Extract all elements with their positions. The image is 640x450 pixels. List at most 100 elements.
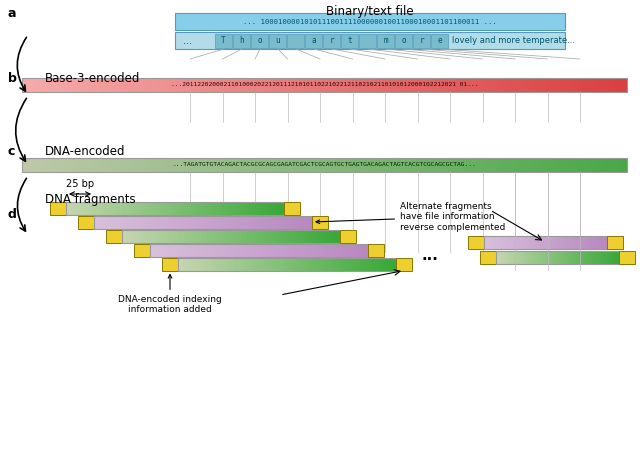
Bar (103, 216, 106, 229)
Bar (499, 235, 500, 248)
Bar (324, 158, 330, 172)
Bar (545, 235, 547, 248)
Bar (528, 251, 529, 264)
Bar (305, 78, 310, 92)
Bar (308, 243, 310, 256)
Bar (589, 251, 591, 264)
Text: ... 10001000010101110011110000001001100010001101100011 ...: ... 100010000101011100111100000010011000… (243, 18, 497, 24)
Bar (591, 235, 593, 248)
Bar (355, 78, 360, 92)
Bar (553, 235, 554, 248)
Bar (185, 257, 188, 270)
Bar (345, 158, 350, 172)
Bar (300, 230, 302, 243)
Bar (273, 257, 275, 270)
Bar (530, 235, 532, 248)
Bar (236, 216, 238, 229)
Bar (476, 158, 481, 172)
Bar (388, 257, 391, 270)
Bar (518, 251, 520, 264)
Bar (481, 158, 486, 172)
Bar (154, 243, 156, 256)
Bar (485, 235, 486, 248)
Bar (254, 216, 256, 229)
Bar (173, 243, 176, 256)
Bar (303, 257, 306, 270)
Bar (611, 251, 612, 264)
Bar (187, 257, 189, 270)
Bar (385, 257, 387, 270)
Bar (541, 235, 543, 248)
Bar (67, 78, 73, 92)
Bar (161, 202, 163, 215)
Bar (613, 251, 614, 264)
Bar (248, 202, 250, 215)
Bar (210, 243, 212, 256)
Bar (216, 230, 219, 243)
Bar (62, 158, 68, 172)
Bar (122, 230, 124, 243)
Bar (296, 230, 299, 243)
Text: Binary/text file: Binary/text file (326, 5, 414, 18)
Bar (269, 33, 286, 48)
Bar (229, 257, 231, 270)
Bar (484, 235, 486, 248)
Bar (395, 33, 412, 48)
Bar (156, 243, 158, 256)
Bar (109, 216, 111, 229)
Bar (110, 216, 113, 229)
Bar (290, 216, 292, 229)
Bar (32, 78, 38, 92)
Bar (214, 158, 219, 172)
Bar (313, 230, 315, 243)
Bar (607, 251, 608, 264)
Bar (212, 257, 215, 270)
Bar (52, 158, 58, 172)
Bar (173, 230, 175, 243)
Bar (579, 251, 580, 264)
Bar (554, 251, 555, 264)
Bar (136, 230, 139, 243)
Bar (565, 235, 566, 248)
Bar (138, 216, 140, 229)
Bar (279, 243, 282, 256)
Bar (254, 257, 257, 270)
Bar (175, 202, 177, 215)
Bar (312, 216, 328, 229)
Bar (542, 251, 543, 264)
Bar (201, 243, 203, 256)
Bar (307, 230, 310, 243)
Bar (216, 243, 218, 256)
Bar (157, 230, 159, 243)
Bar (277, 243, 280, 256)
Bar (228, 243, 230, 256)
Bar (179, 202, 181, 215)
Bar (193, 257, 195, 270)
Bar (547, 251, 548, 264)
Bar (331, 257, 333, 270)
Bar (511, 251, 513, 264)
Bar (294, 78, 300, 92)
Bar (209, 230, 211, 243)
Bar (37, 78, 43, 92)
Bar (582, 158, 587, 172)
Bar (47, 78, 52, 92)
Bar (516, 78, 522, 92)
Bar (142, 230, 144, 243)
Bar (534, 235, 536, 248)
Bar (133, 158, 138, 172)
Bar (326, 243, 328, 256)
Bar (179, 78, 184, 92)
Bar (617, 78, 623, 92)
Bar (188, 78, 194, 92)
Bar (440, 78, 446, 92)
Bar (37, 158, 43, 172)
Bar (135, 202, 138, 215)
Bar (153, 78, 159, 92)
Bar (77, 158, 83, 172)
Bar (328, 243, 330, 256)
Bar (250, 243, 252, 256)
Bar (486, 235, 488, 248)
Bar (208, 202, 210, 215)
Bar (524, 251, 525, 264)
